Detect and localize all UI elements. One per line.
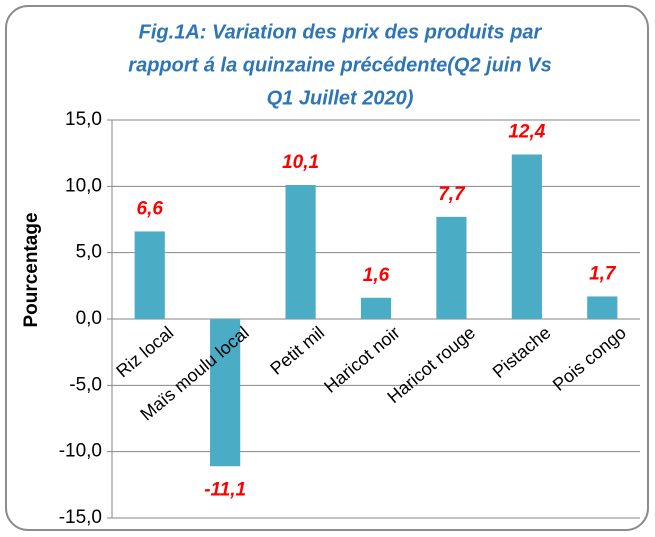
chart-title: Q1 Juillet 2020) [267,87,414,109]
data-label: 7,7 [438,184,466,205]
y-tick-label: 0,0 [76,308,102,329]
y-tick-label: 5,0 [76,242,102,263]
data-label: -11,1 [204,479,246,500]
bar [210,319,241,467]
bar [511,154,542,319]
data-label: 1,6 [363,265,390,286]
y-tick-label: 10,0 [65,175,102,196]
bar [285,185,316,319]
y-tick-label: 15,0 [65,109,102,130]
chart-title: Fig.1A: Variation des prix des produits … [139,21,543,43]
y-tick-label: -5,0 [69,374,102,395]
chart-title: rapport á la quinzaine précédente(Q2 jui… [128,54,551,76]
y-axis-label: Pourcentage [21,212,42,327]
chart-frame [5,5,649,531]
data-label: 1,7 [589,263,617,284]
bar [436,216,467,319]
data-label: 6,6 [137,198,164,219]
bar [360,297,392,319]
y-tick-label: -15,0 [59,507,102,528]
data-label: 10,1 [282,152,319,173]
y-tick-label: -10,0 [59,441,102,462]
bar [134,231,165,319]
bar [587,296,618,319]
data-label: 12,4 [508,122,545,143]
